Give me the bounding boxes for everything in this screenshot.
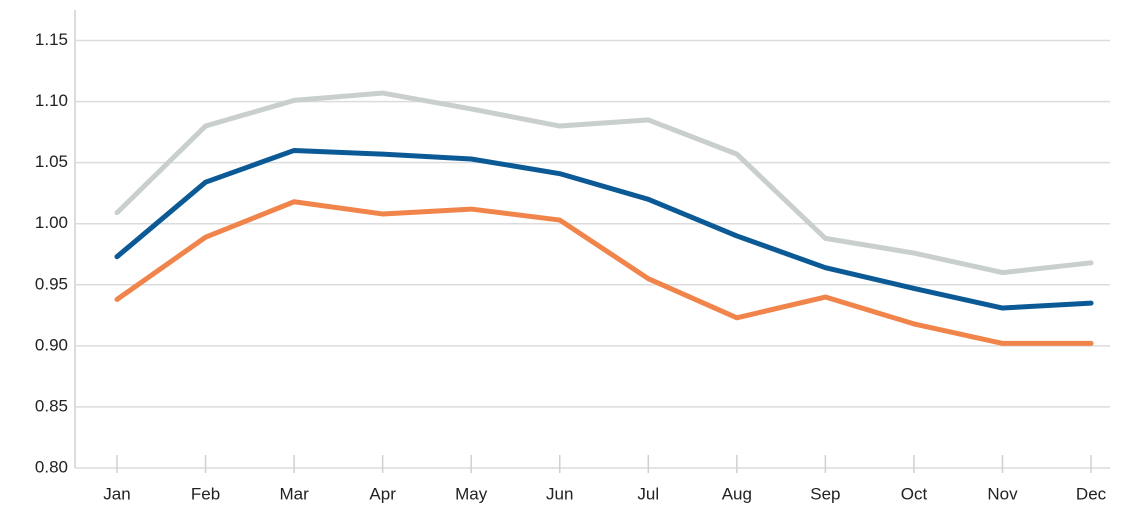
y-tick-label: 0.90 bbox=[35, 335, 68, 354]
x-tick-label: Aug bbox=[722, 484, 752, 503]
series-line bbox=[114, 90, 1094, 276]
x-tick-label: Jan bbox=[103, 484, 130, 503]
y-tick-label: 1.10 bbox=[35, 91, 68, 110]
y-tick-label: 0.80 bbox=[35, 457, 68, 476]
x-tick-label: Sep bbox=[810, 484, 840, 503]
series-line bbox=[114, 147, 1094, 311]
x-tick-label: May bbox=[455, 484, 488, 503]
series-line bbox=[114, 199, 1094, 346]
y-tick-label: 1.05 bbox=[35, 152, 68, 171]
x-tick-label: Jul bbox=[637, 484, 659, 503]
x-tick-label: Oct bbox=[901, 484, 928, 503]
x-tick-label: Feb bbox=[191, 484, 220, 503]
x-tick-label: Jun bbox=[546, 484, 573, 503]
x-tick-label: Mar bbox=[279, 484, 309, 503]
y-tick-label: 0.85 bbox=[35, 396, 68, 415]
y-tick-label: 0.95 bbox=[35, 274, 68, 293]
y-tick-label: 1.00 bbox=[35, 213, 68, 232]
x-tick-label: Apr bbox=[369, 484, 396, 503]
x-tick-label: Nov bbox=[987, 484, 1018, 503]
y-tick-label: 1.15 bbox=[35, 30, 68, 49]
x-tick-label: Dec bbox=[1076, 484, 1107, 503]
